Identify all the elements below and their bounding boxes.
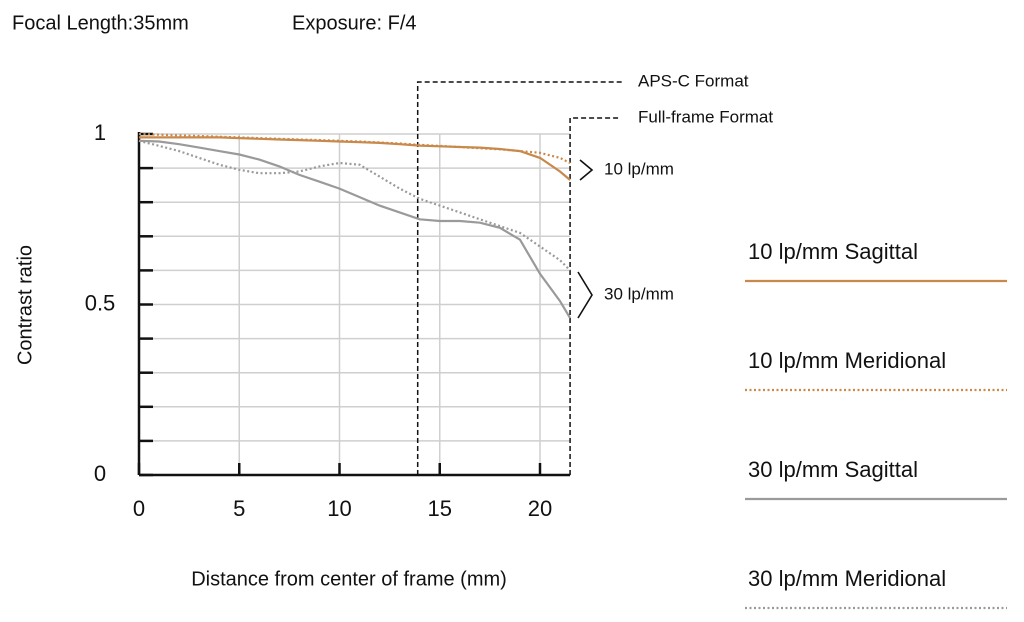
bracket: [579, 159, 594, 181]
x-tick-label: 15: [428, 496, 452, 521]
x-tick-label: 0: [133, 496, 145, 521]
series-line: [139, 136, 571, 181]
series-line: [138, 139, 572, 319]
x-axis-label: Distance from center of frame (mm): [191, 568, 507, 590]
format-label: Full-frame Format: [638, 107, 773, 126]
y-tick-label: 0.5: [85, 290, 116, 315]
legend-label: 10 lp/mm Sagittal: [748, 239, 918, 264]
annotation: 10 lp/mm: [604, 159, 674, 178]
chart-title: Focal Length:35mm: [12, 12, 189, 34]
format-line: [416, 81, 625, 475]
x-tick-label: 10: [327, 496, 351, 521]
y-axis-label: Contrast ratio: [14, 245, 36, 365]
series-line: [138, 132, 571, 164]
format-label: APS-C Format: [638, 71, 749, 90]
bracket: [577, 271, 593, 319]
chart-subtitle: Exposure: F/4: [292, 12, 417, 34]
x-tick-label: 20: [528, 496, 552, 521]
series-line: [138, 139, 571, 272]
annotation: 30 lp/mm: [604, 284, 674, 303]
x-tick-label: 5: [233, 496, 245, 521]
legend-label: 10 lp/mm Meridional: [748, 348, 946, 373]
legend-label: 30 lp/mm Sagittal: [748, 457, 918, 482]
legend-label: 30 lp/mm Meridional: [748, 566, 946, 591]
y-tick-label: 0: [94, 461, 106, 486]
format-line: [569, 117, 621, 475]
y-tick-label: 1: [94, 120, 106, 145]
